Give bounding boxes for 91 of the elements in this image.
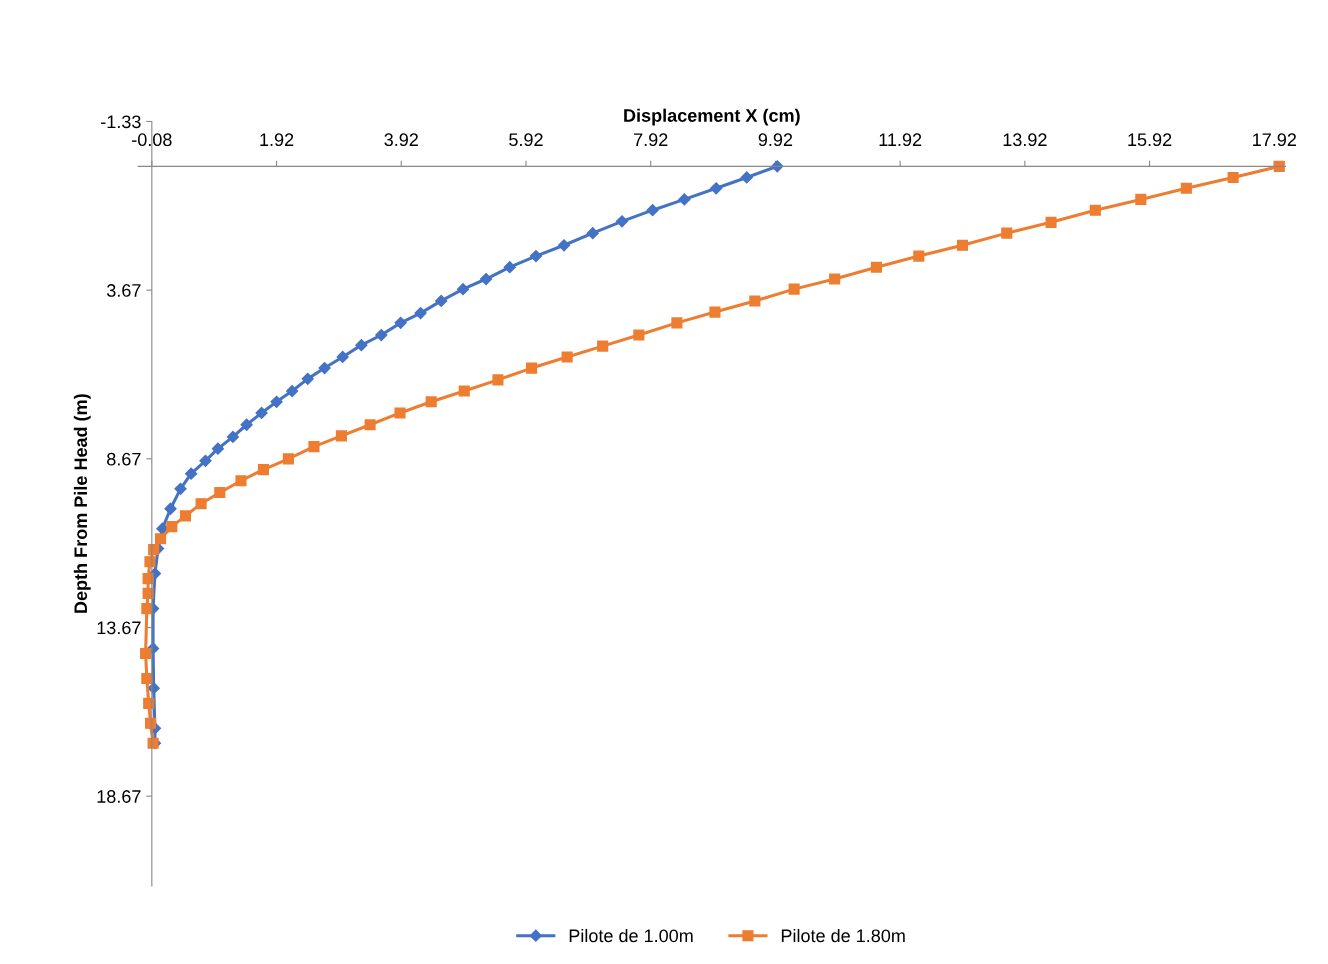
point — [586, 227, 599, 240]
point — [870, 261, 882, 273]
point — [336, 350, 349, 364]
x-tick-label: 13.92 — [1003, 133, 1047, 147]
point — [270, 395, 283, 408]
point — [282, 453, 294, 465]
point — [671, 317, 683, 329]
x-axis-title: Displacement X (cm) — [624, 108, 800, 126]
legend-label: Pilote de 1.00m — [569, 928, 693, 943]
x-tick-label: 11.92 — [879, 133, 922, 147]
point — [709, 306, 721, 318]
point — [235, 475, 247, 487]
point — [148, 544, 160, 556]
point — [633, 329, 645, 341]
point — [142, 573, 154, 585]
point — [155, 533, 167, 545]
point — [456, 283, 470, 296]
point — [529, 249, 543, 263]
point — [1001, 227, 1013, 239]
point — [749, 295, 761, 307]
point — [503, 261, 516, 274]
point — [211, 442, 225, 455]
point — [214, 487, 226, 499]
point — [394, 316, 407, 329]
point — [174, 482, 187, 495]
point — [435, 294, 448, 308]
point — [492, 374, 504, 386]
y-axis-title: Depth From Pile Head (m) — [73, 394, 91, 613]
point — [414, 306, 427, 320]
point — [144, 556, 156, 568]
point — [355, 339, 368, 352]
point — [710, 182, 723, 195]
point — [179, 510, 192, 522]
point — [141, 603, 153, 615]
point — [740, 171, 753, 184]
point — [257, 464, 270, 476]
point — [301, 372, 314, 385]
y-tick-label: 18.67 — [97, 790, 141, 803]
y-tick-label: -1.33 — [101, 115, 141, 129]
point — [145, 717, 157, 729]
point — [308, 441, 320, 453]
point — [526, 362, 538, 374]
point — [425, 396, 437, 408]
point — [1045, 216, 1057, 228]
point — [394, 407, 406, 419]
point — [561, 351, 573, 363]
point — [1089, 204, 1101, 216]
point — [226, 430, 239, 443]
point — [479, 272, 493, 286]
point — [142, 587, 154, 599]
point — [597, 340, 609, 352]
point — [646, 204, 659, 217]
point — [615, 215, 629, 228]
point — [195, 498, 207, 510]
point — [375, 328, 388, 342]
point — [286, 384, 299, 398]
x-tick-label: -0.08 — [132, 133, 172, 147]
point — [240, 418, 253, 431]
point — [185, 467, 198, 480]
point — [199, 454, 212, 467]
y-tick-label: 13.67 — [97, 621, 141, 635]
point — [318, 361, 331, 375]
point — [913, 250, 925, 262]
point — [1273, 160, 1285, 172]
x-tick-label: 5.92 — [509, 133, 543, 147]
x-tick-label: 1.92 — [260, 133, 294, 147]
x-tick-label: 17.92 — [1253, 133, 1296, 147]
point — [335, 430, 347, 442]
point — [829, 273, 841, 285]
point — [140, 647, 152, 660]
x-tick-label: 15.92 — [1128, 133, 1172, 147]
point — [458, 385, 470, 397]
point — [788, 283, 800, 295]
x-tick-label: 9.92 — [758, 133, 793, 147]
x-tick-label: 7.92 — [634, 133, 668, 147]
point — [255, 406, 268, 420]
point — [1227, 171, 1239, 184]
point — [164, 502, 177, 515]
point — [1180, 182, 1192, 194]
point — [141, 672, 153, 684]
point — [956, 239, 969, 251]
y-tick-label: 3.67 — [106, 284, 141, 297]
legend-label: Pilote de 1.80m — [781, 928, 905, 943]
point — [143, 697, 155, 709]
point — [364, 419, 376, 431]
point — [557, 239, 571, 252]
y-tick-label: 8.67 — [107, 452, 141, 466]
point — [1135, 193, 1147, 205]
point — [678, 193, 691, 206]
x-tick-label: 3.92 — [384, 133, 418, 147]
point — [166, 521, 178, 533]
